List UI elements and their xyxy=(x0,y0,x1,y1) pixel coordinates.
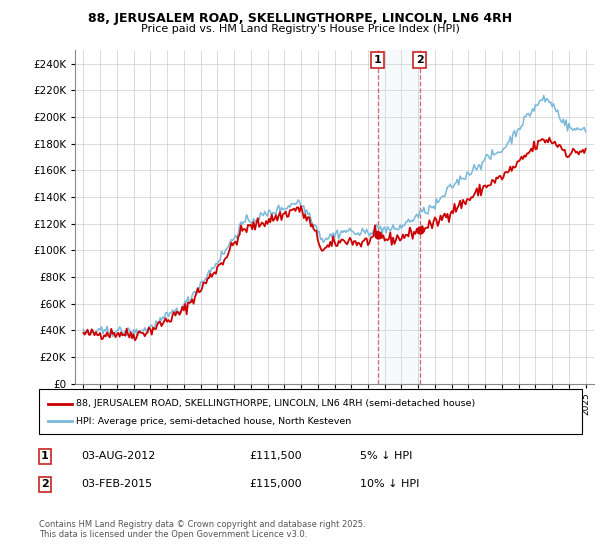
Text: 1: 1 xyxy=(374,55,382,65)
Text: 2: 2 xyxy=(416,55,424,65)
Text: 1: 1 xyxy=(41,451,49,461)
Text: 5% ↓ HPI: 5% ↓ HPI xyxy=(360,451,412,461)
Text: Contains HM Land Registry data © Crown copyright and database right 2025.
This d: Contains HM Land Registry data © Crown c… xyxy=(39,520,365,539)
Bar xyxy=(377,50,419,384)
Text: 88, JERUSALEM ROAD, SKELLINGTHORPE, LINCOLN, LN6 4RH (semi-detached house): 88, JERUSALEM ROAD, SKELLINGTHORPE, LINC… xyxy=(76,399,475,408)
Text: £115,000: £115,000 xyxy=(249,479,302,489)
Text: HPI: Average price, semi-detached house, North Kesteven: HPI: Average price, semi-detached house,… xyxy=(76,417,352,426)
Text: 88, JERUSALEM ROAD, SKELLINGTHORPE, LINCOLN, LN6 4RH: 88, JERUSALEM ROAD, SKELLINGTHORPE, LINC… xyxy=(88,12,512,25)
Text: 10% ↓ HPI: 10% ↓ HPI xyxy=(360,479,419,489)
Text: 03-FEB-2015: 03-FEB-2015 xyxy=(81,479,152,489)
Text: 2: 2 xyxy=(41,479,49,489)
Text: Price paid vs. HM Land Registry's House Price Index (HPI): Price paid vs. HM Land Registry's House … xyxy=(140,24,460,34)
Text: £111,500: £111,500 xyxy=(249,451,302,461)
Text: 03-AUG-2012: 03-AUG-2012 xyxy=(81,451,155,461)
